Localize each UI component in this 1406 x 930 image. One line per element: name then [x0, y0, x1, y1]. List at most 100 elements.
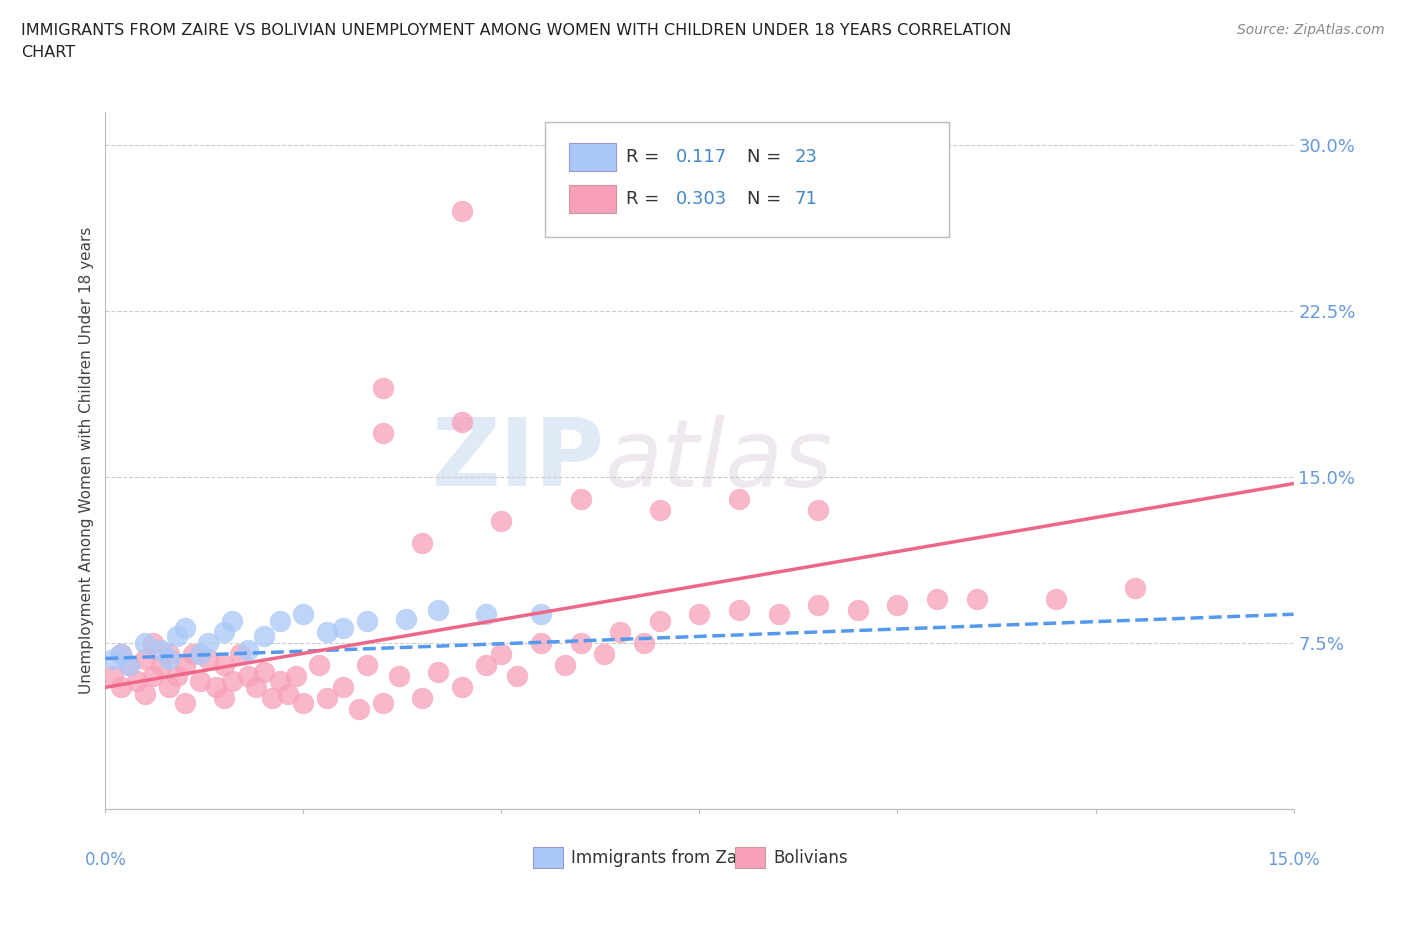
- Point: [173, 696, 195, 711]
- Point: [214, 625, 236, 640]
- Text: N =: N =: [747, 190, 782, 207]
- Point: [395, 611, 418, 626]
- Point: [197, 651, 219, 666]
- Text: 23: 23: [794, 148, 817, 166]
- Point: [260, 691, 283, 706]
- Point: [253, 629, 276, 644]
- Point: [689, 606, 711, 621]
- Text: R =: R =: [626, 148, 659, 166]
- Point: [134, 686, 156, 701]
- Point: [474, 606, 496, 621]
- Point: [356, 658, 378, 672]
- Point: [491, 646, 513, 661]
- Point: [166, 629, 188, 644]
- Point: [103, 669, 125, 684]
- Point: [205, 680, 228, 695]
- Point: [134, 635, 156, 650]
- Point: [427, 664, 450, 679]
- Point: [308, 658, 330, 672]
- FancyBboxPatch shape: [735, 847, 765, 869]
- Point: [173, 658, 195, 672]
- Text: 0.303: 0.303: [676, 190, 727, 207]
- Text: Source: ZipAtlas.com: Source: ZipAtlas.com: [1237, 23, 1385, 37]
- Point: [609, 625, 631, 640]
- Text: Bolivians: Bolivians: [773, 849, 848, 867]
- Point: [593, 646, 616, 661]
- Point: [450, 414, 472, 429]
- Point: [110, 646, 132, 661]
- Text: atlas: atlas: [605, 415, 832, 506]
- Point: [253, 664, 276, 679]
- FancyBboxPatch shape: [569, 143, 616, 171]
- FancyBboxPatch shape: [533, 847, 562, 869]
- Point: [411, 536, 433, 551]
- Text: N =: N =: [747, 148, 782, 166]
- Point: [332, 680, 354, 695]
- Text: Immigrants from Zaire: Immigrants from Zaire: [571, 849, 759, 867]
- Point: [347, 702, 370, 717]
- Point: [728, 492, 751, 507]
- Point: [221, 673, 243, 688]
- Point: [118, 658, 141, 672]
- Point: [1123, 580, 1146, 595]
- Point: [411, 691, 433, 706]
- Text: IMMIGRANTS FROM ZAIRE VS BOLIVIAN UNEMPLOYMENT AMONG WOMEN WITH CHILDREN UNDER 1: IMMIGRANTS FROM ZAIRE VS BOLIVIAN UNEMPL…: [21, 23, 1011, 38]
- FancyBboxPatch shape: [569, 185, 616, 213]
- Point: [316, 625, 339, 640]
- Point: [134, 651, 156, 666]
- Point: [530, 606, 553, 621]
- Point: [142, 635, 165, 650]
- Point: [166, 669, 188, 684]
- Point: [236, 643, 259, 658]
- Point: [427, 603, 450, 618]
- Point: [633, 635, 655, 650]
- Point: [966, 591, 988, 606]
- Text: 71: 71: [794, 190, 817, 207]
- Text: ZIP: ZIP: [432, 415, 605, 506]
- Point: [110, 646, 132, 661]
- Point: [292, 606, 315, 621]
- Point: [491, 513, 513, 528]
- Point: [450, 204, 472, 219]
- Point: [157, 646, 180, 661]
- Point: [846, 603, 869, 618]
- Point: [530, 635, 553, 650]
- Point: [173, 620, 195, 635]
- Point: [648, 503, 671, 518]
- Text: 15.0%: 15.0%: [1267, 851, 1320, 869]
- Point: [190, 646, 212, 661]
- Point: [214, 658, 236, 672]
- Point: [807, 503, 830, 518]
- Point: [807, 598, 830, 613]
- Point: [269, 614, 291, 629]
- Point: [569, 635, 592, 650]
- Point: [569, 492, 592, 507]
- Point: [190, 673, 212, 688]
- Point: [506, 669, 529, 684]
- Point: [356, 614, 378, 629]
- Point: [728, 603, 751, 618]
- Point: [229, 646, 252, 661]
- Text: R =: R =: [626, 190, 659, 207]
- Point: [1045, 591, 1067, 606]
- Point: [236, 669, 259, 684]
- Point: [149, 658, 172, 672]
- Point: [245, 680, 267, 695]
- Point: [332, 620, 354, 635]
- Point: [371, 381, 394, 396]
- Point: [886, 598, 908, 613]
- FancyBboxPatch shape: [546, 122, 949, 237]
- Point: [277, 686, 299, 701]
- Point: [292, 696, 315, 711]
- Point: [387, 669, 409, 684]
- Point: [157, 680, 180, 695]
- Point: [450, 680, 472, 695]
- Text: 0.117: 0.117: [676, 148, 727, 166]
- Point: [925, 591, 948, 606]
- Point: [284, 669, 307, 684]
- Point: [149, 643, 172, 658]
- Point: [554, 658, 576, 672]
- Point: [103, 651, 125, 666]
- Point: [181, 646, 204, 661]
- Point: [768, 606, 790, 621]
